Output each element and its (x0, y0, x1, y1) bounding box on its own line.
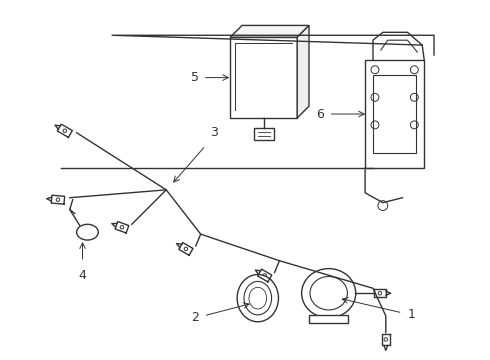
Polygon shape (297, 26, 309, 118)
Text: 5: 5 (191, 71, 199, 84)
Text: 2: 2 (191, 311, 199, 324)
Ellipse shape (76, 224, 98, 240)
Text: 4: 4 (78, 269, 86, 282)
Text: 3: 3 (211, 126, 219, 139)
Polygon shape (230, 26, 309, 37)
Bar (365, 60, 424, 168)
Bar (309, 315, 348, 323)
Text: 6: 6 (316, 108, 324, 121)
Text: 1: 1 (408, 309, 416, 321)
Ellipse shape (302, 269, 356, 318)
Ellipse shape (237, 275, 278, 322)
Bar (230, 37, 297, 118)
Bar (254, 128, 273, 140)
Bar (373, 75, 416, 153)
